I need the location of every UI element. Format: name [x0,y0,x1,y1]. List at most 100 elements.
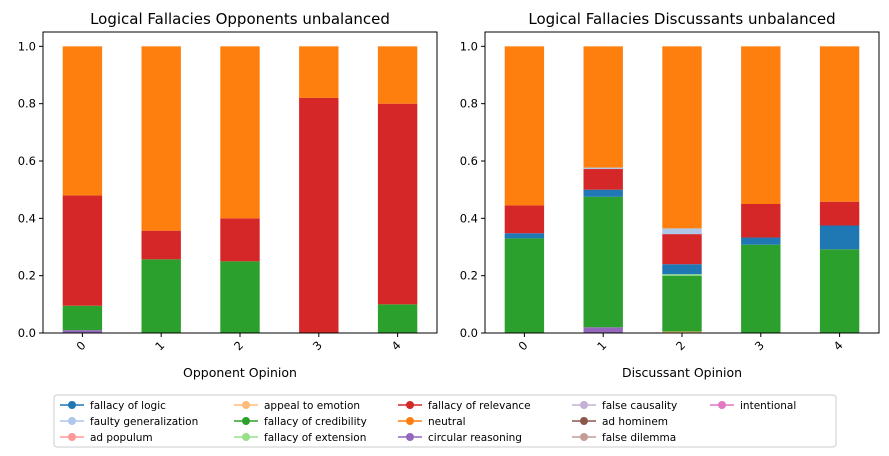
right-y-tick-label: 1.0 [460,39,478,53]
right-bar-1-fallacy-of-logic [583,189,623,197]
right-bar-4-fallacy-of-logic [819,225,860,250]
right-bar-4-fallacy-of-relevance [819,201,860,226]
legend-marker [68,417,76,425]
right-bar-2-appeal-to-emotion [662,331,702,333]
legend-marker [68,433,76,441]
right-x-tick-label: 4 [831,338,846,353]
legend-marker [406,417,414,425]
legend-label: intentional [740,400,796,412]
left-y-tick-label: 0.8 [18,97,36,111]
right-bar-3-fallacy-of-logic [741,237,781,245]
legend-entry-fallacy-of-credibility: fallacy of credibility [234,416,367,428]
right-bar-0-fallacy-of-logic [504,233,545,239]
legend-marker [242,417,250,425]
legend-label: false dilemma [602,432,676,444]
left-bar-1-neutral [141,46,181,231]
right-x-tick-label: 3 [752,338,767,353]
right-y-tick-label: 0.8 [460,97,478,111]
right-bar-1-faulty-generalization [583,167,623,170]
left-bar-0-fallacy-of-relevance [62,195,103,306]
right-x-axis-label: Discussant Opinion [622,365,742,380]
left-x-tick-label: 3 [310,338,325,353]
legend-label: circular reasoning [428,432,522,444]
left-x-tick-label: 2 [231,338,246,353]
legend-entry-ad-hominem: ad hominem [572,416,668,428]
legend-entry-false-causality: false causality [572,400,677,412]
left-chart-panel: Logical Fallacies Opponents unbalanced 0.… [18,10,438,380]
left-bar-0-neutral [62,46,103,196]
legend-marker [580,401,588,409]
legend-entry-fallacy-of-logic: fallacy of logic [60,400,166,412]
legend-marker [580,417,588,425]
legend-label: fallacy of logic [90,400,166,412]
right-y-tick-label: 0.2 [460,269,478,283]
legend-marker [68,401,76,409]
left-bar-4-fallacy-of-relevance [377,103,418,305]
left-bar-2-fallacy-of-relevance [220,218,260,262]
left-bar-1-fallacy-of-relevance [141,230,181,260]
legend-entry-faulty-generalization: faulty generalization [60,416,198,428]
left-bar-1-fallacy-of-credibility [141,259,181,333]
right-bar-4-fallacy-of-credibility [819,249,860,333]
right-x-tick-label: 0 [515,338,530,353]
right-bar-3-neutral [741,46,781,205]
legend-entry-fallacy-of-relevance: fallacy of relevance [398,400,531,412]
left-chart-title: Logical Fallacies Opponents unbalanced [90,10,390,28]
legend-label: fallacy of extension [264,432,366,444]
left-y-tick-label: 0.2 [18,269,36,283]
right-chart-title: Logical Fallacies Discussants unbalanced [528,10,835,28]
left-bar-2-neutral [220,46,260,219]
legend-entry-ad-populum: ad populum [60,432,153,444]
right-bar-0-fallacy-of-credibility [504,238,545,333]
legend-label: faulty generalization [90,416,198,428]
right-bar-2-fallacy-of-relevance [662,234,702,265]
right-x-tick-label: 2 [673,338,688,353]
legend-marker [242,433,250,441]
left-bar-2-fallacy-of-credibility [220,261,260,333]
left-bar-0-fallacy-of-credibility [62,305,103,331]
right-bar-0-fallacy-of-relevance [504,205,545,234]
right-bar-2-neutral [662,46,702,229]
legend-label: ad hominem [602,416,668,428]
right-bar-4-neutral [819,46,860,202]
legend-frame [53,394,837,448]
right-bar-1-circular-reasoning [583,327,623,333]
right-bar-3-fallacy-of-credibility [741,244,781,333]
right-y-tick-label: 0.4 [460,211,478,225]
left-x-tick-label: 4 [389,338,404,353]
legend-entry-fallacy-of-extension: fallacy of extension [234,432,366,444]
legend-label: fallacy of credibility [264,416,367,428]
left-x-tick-label: 0 [73,338,88,353]
left-bar-3-fallacy-of-relevance [299,97,339,333]
legend: fallacy of logic faulty generalization a… [53,394,837,448]
legend-entry-false-dilemma: false dilemma [572,432,676,444]
right-y-tick-label: 0.0 [460,326,478,340]
left-bar-4-neutral [377,46,418,104]
legend-marker [242,401,250,409]
right-y-tick-label: 0.6 [460,154,478,168]
right-bar-1-neutral [583,46,623,168]
right-bar-2-fallacy-of-logic [662,264,702,275]
legend-label: ad populum [90,432,153,444]
left-x-axis-label: Opponent Opinion [183,365,297,380]
legend-label: appeal to emotion [264,400,360,412]
legend-marker [406,401,414,409]
legend-entry-intentional: intentional [710,400,796,412]
legend-entry-circular-reasoning: circular reasoning [398,432,522,444]
right-bar-3-fallacy-of-relevance [741,204,781,238]
right-bar-0-neutral [504,46,545,206]
legend-marker [718,401,726,409]
legend-entry-appeal-to-emotion: appeal to emotion [234,400,360,412]
right-bar-1-fallacy-of-relevance [583,169,623,190]
left-y-tick-label: 0.4 [18,211,36,225]
legend-label: neutral [428,416,466,428]
right-bar-2-faulty-generalization [662,228,702,235]
legend-label: false causality [602,400,677,412]
legend-label: fallacy of relevance [428,400,531,412]
legend-marker [580,433,588,441]
left-y-tick-label: 0.0 [18,326,36,340]
right-bar-2-fallacy-of-credibility [662,275,702,332]
legend-marker [406,433,414,441]
left-y-tick-label: 0.6 [18,154,36,168]
